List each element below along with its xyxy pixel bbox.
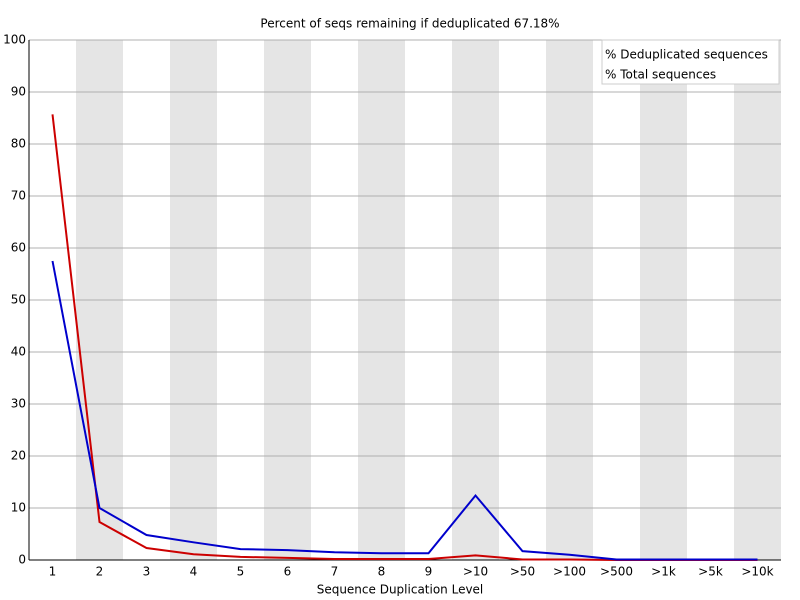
x-tick-label: 3 [143, 565, 151, 579]
x-tick-label: >5k [698, 565, 723, 579]
x-tick-label: >1k [651, 565, 676, 579]
y-tick-label: 0 [18, 553, 26, 567]
legend-box [601, 39, 780, 85]
y-tick-label: 100 [3, 33, 26, 47]
y-tick-label: 70 [11, 189, 26, 203]
x-tick-label: 8 [378, 565, 386, 579]
legend-entry: % Total sequences [605, 68, 716, 82]
y-tick-label: 50 [11, 293, 26, 307]
legend: % Deduplicated sequences % Total sequence… [601, 39, 780, 85]
chart-title: Percent of seqs remaining if deduplicate… [260, 17, 559, 31]
x-tick-label: 5 [237, 565, 245, 579]
x-tick-label: >50 [510, 565, 535, 579]
x-tick-label: >500 [600, 565, 633, 579]
x-tick-label: >10 [463, 565, 488, 579]
x-tick-label: 4 [190, 565, 198, 579]
y-tick-label: 10 [11, 501, 26, 515]
y-tick-label: 20 [11, 449, 26, 463]
x-tick-label: 7 [331, 565, 339, 579]
x-tick-label: 1 [49, 565, 57, 579]
x-tick-label: >10k [741, 565, 773, 579]
y-tick-label: 80 [11, 137, 26, 151]
x-tick-label: >100 [553, 565, 586, 579]
y-tick-label: 40 [11, 345, 26, 359]
x-tick-label: 9 [425, 565, 433, 579]
x-axis-label: Sequence Duplication Level [317, 583, 484, 597]
x-tick-label: 6 [284, 565, 292, 579]
y-tick-label: 90 [11, 85, 26, 99]
series-line [51, 260, 758, 561]
y-tick-label: 30 [11, 397, 26, 411]
y-tick-label: 60 [11, 241, 26, 255]
x-tick-label: 2 [96, 565, 104, 579]
legend-entry: % Deduplicated sequences [605, 48, 768, 62]
